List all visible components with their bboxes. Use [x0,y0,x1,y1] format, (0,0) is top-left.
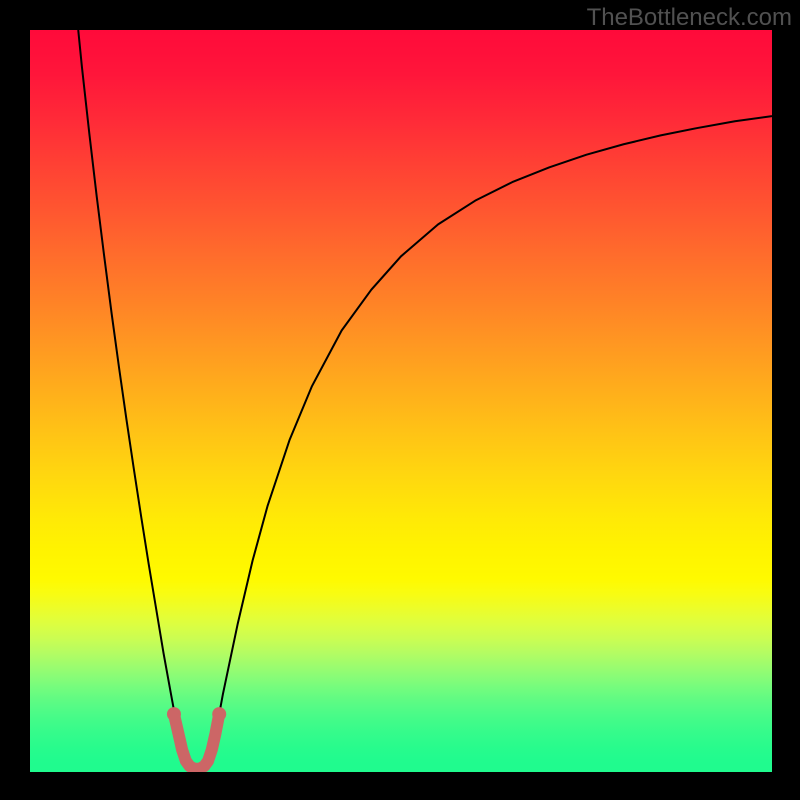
plot-svg [30,30,772,772]
plot-area [30,30,772,772]
bottleneck-curve [78,30,772,771]
optimal-range-marker [174,714,219,769]
figure-container: TheBottleneck.com [0,0,800,800]
marker-end-left [167,707,181,721]
marker-end-right [212,707,226,721]
watermark: TheBottleneck.com [587,4,792,32]
